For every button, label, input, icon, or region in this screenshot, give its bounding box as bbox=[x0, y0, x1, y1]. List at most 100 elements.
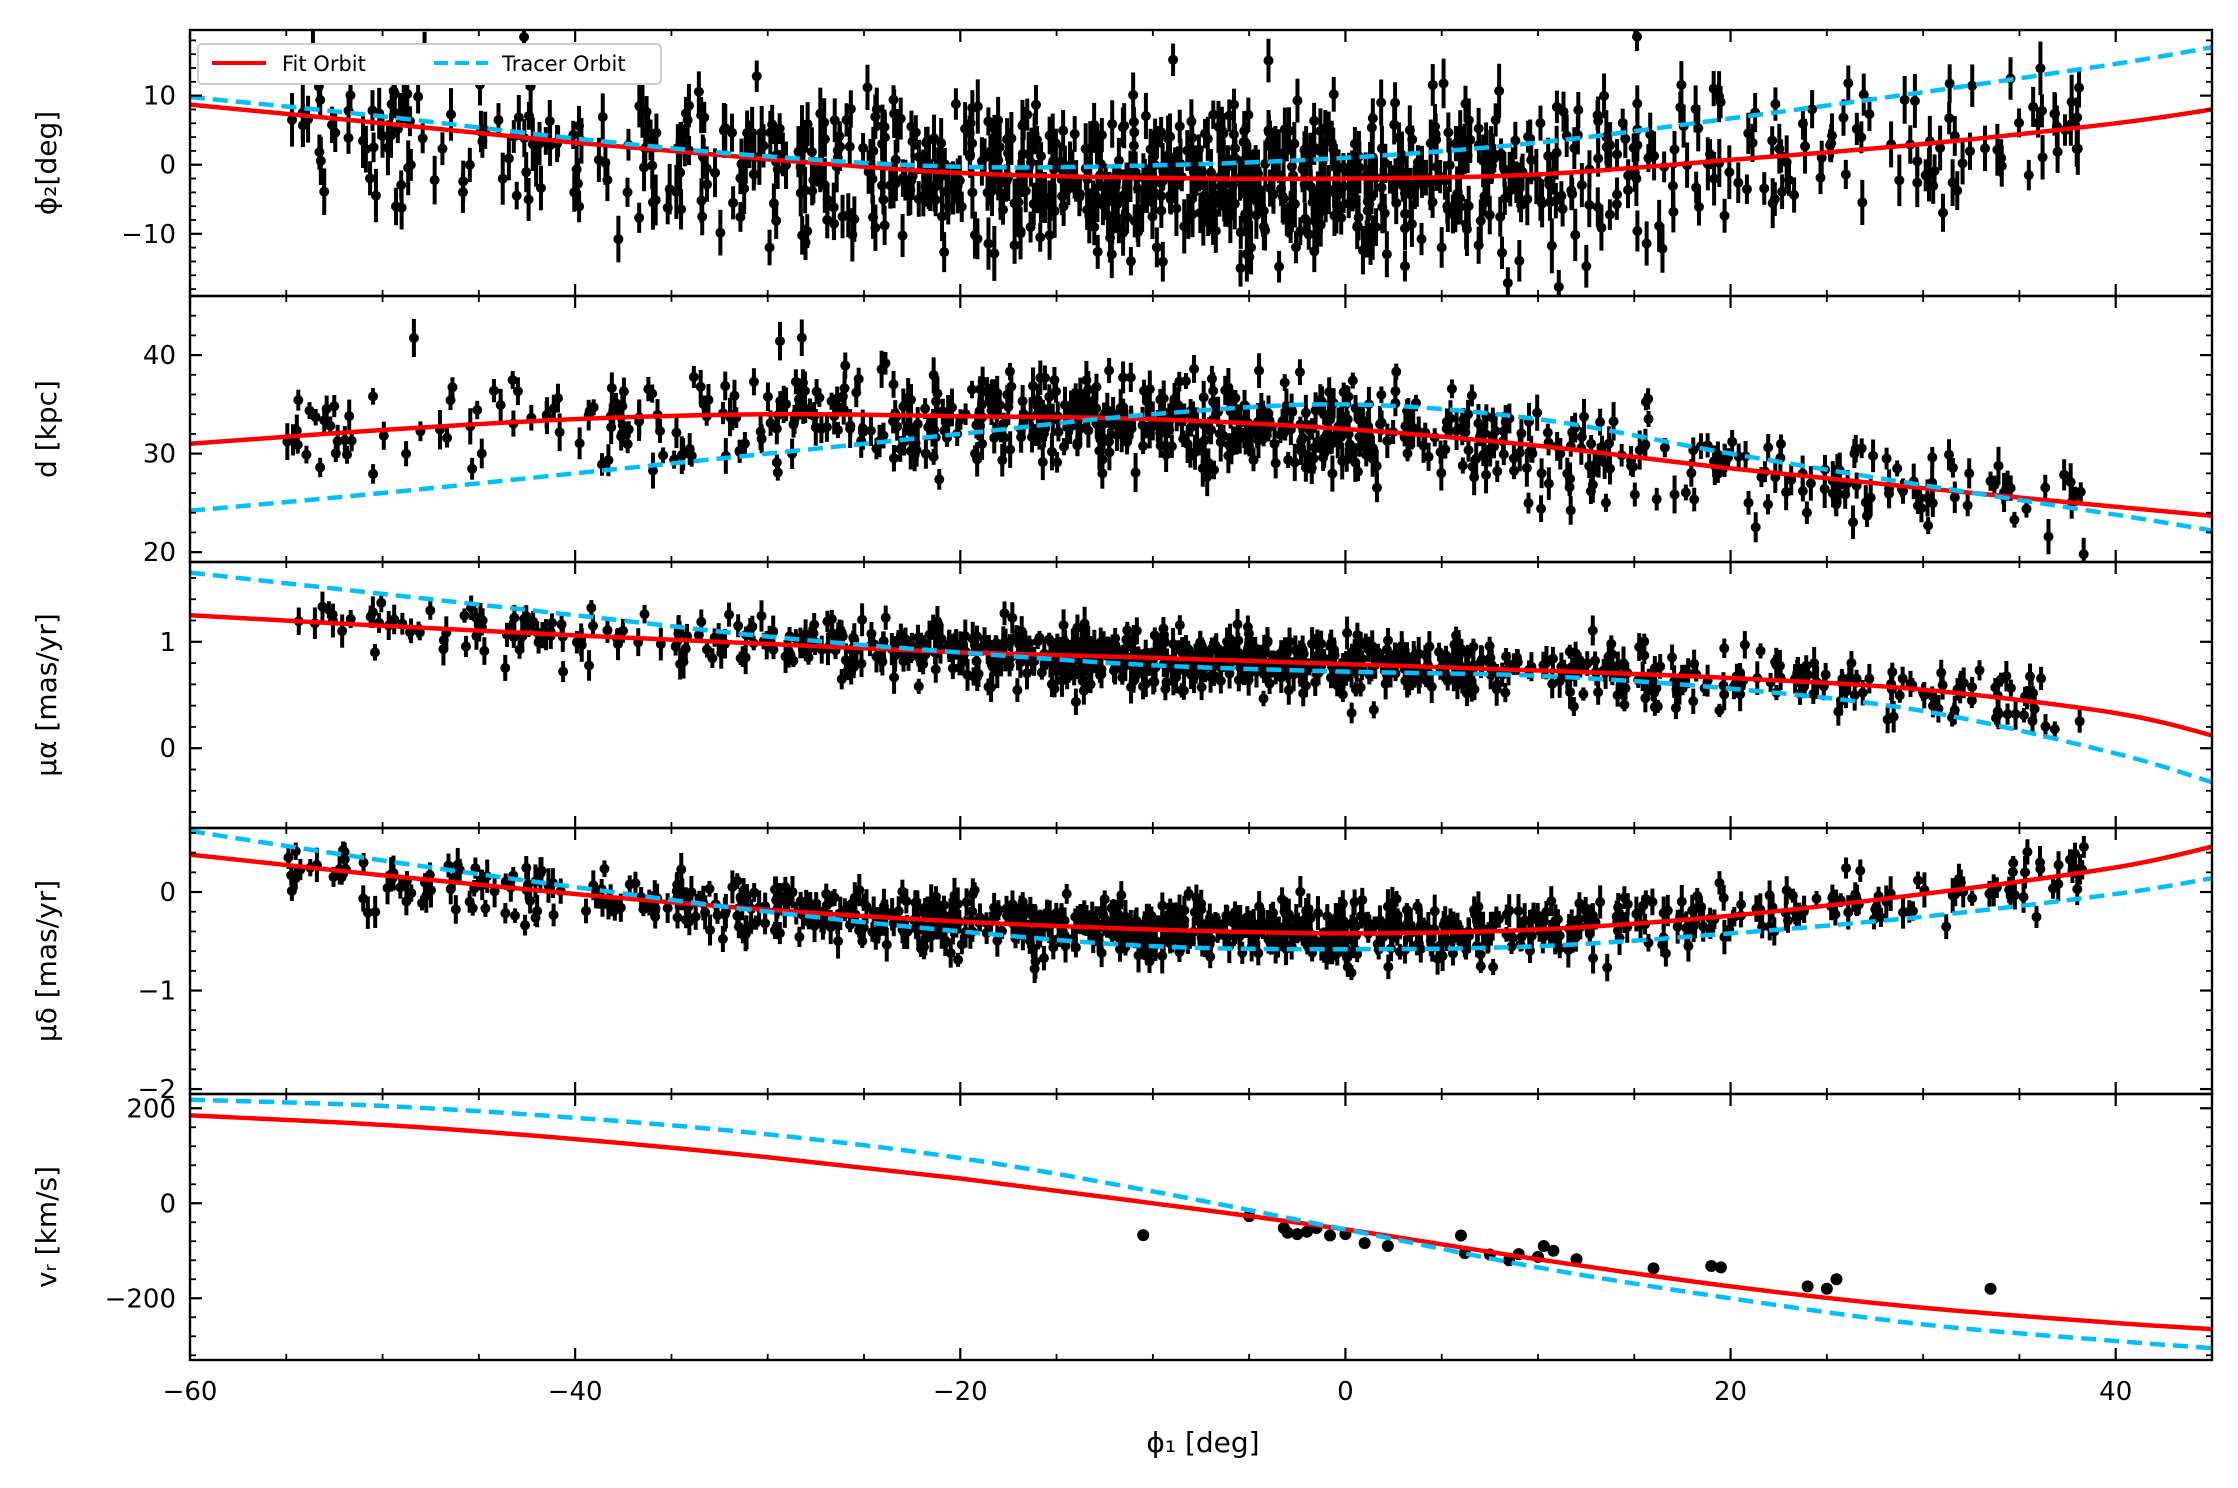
phi2-data-point bbox=[1270, 146, 1281, 157]
phi2-data-point bbox=[1909, 95, 1920, 106]
phi2-data-point bbox=[314, 147, 325, 158]
phi2-data-point bbox=[1980, 143, 1991, 154]
d-data-point bbox=[1199, 435, 1210, 446]
pmra-data-point bbox=[957, 656, 968, 667]
d-data-point bbox=[1200, 456, 1211, 467]
d-data-point bbox=[1327, 468, 1338, 479]
phi2-data-point bbox=[1510, 135, 1521, 146]
pmra-data-point bbox=[1098, 640, 1109, 651]
phi2-data-point bbox=[1502, 277, 1513, 288]
pmra-data-point bbox=[827, 628, 838, 639]
pmra-data-point bbox=[1069, 639, 1080, 650]
d-data-point bbox=[1189, 447, 1200, 458]
pmra-data-point bbox=[933, 635, 944, 646]
phi2-data-point bbox=[1947, 177, 1958, 188]
phi2-data-point bbox=[1576, 180, 1587, 191]
d-data-point bbox=[986, 389, 997, 400]
pmra-data-point bbox=[1937, 680, 1948, 691]
phi2-data-point bbox=[892, 125, 903, 136]
pmra-data-point bbox=[983, 639, 994, 650]
phi2-data-point bbox=[493, 115, 504, 126]
d-data-point bbox=[1169, 393, 1180, 404]
pmra-data-point bbox=[1857, 687, 1868, 698]
d-data-point bbox=[368, 468, 379, 479]
d-data-point bbox=[1097, 454, 1108, 465]
d-data-point bbox=[1335, 432, 1346, 443]
phi2-data-point bbox=[1570, 229, 1581, 240]
phi2-data-point bbox=[574, 201, 585, 212]
phi2-data-point bbox=[1030, 99, 1041, 110]
d-data-point bbox=[989, 432, 1000, 443]
d-y-tick-label: 20 bbox=[143, 538, 176, 568]
phi2-data-point bbox=[1309, 115, 1320, 126]
d-data-point bbox=[727, 415, 738, 426]
pmra-data-point bbox=[1897, 673, 1908, 684]
pmra-data-point bbox=[1966, 695, 1977, 706]
d-data-point bbox=[845, 423, 856, 434]
d-data-point bbox=[1565, 473, 1576, 484]
phi2-data-point bbox=[1632, 98, 1643, 109]
phi2-data-point bbox=[1015, 228, 1026, 239]
d-data-point bbox=[1651, 494, 1662, 505]
phi2-data-point bbox=[795, 187, 806, 198]
pmra-data-point bbox=[1714, 705, 1725, 716]
phi2-data-point bbox=[1089, 221, 1100, 232]
pmra-data-point bbox=[1034, 632, 1045, 643]
phi2-data-point bbox=[429, 175, 440, 186]
phi2-data-point bbox=[1121, 182, 1132, 193]
phi2-data-point bbox=[2033, 117, 2044, 128]
pmra-data-point bbox=[1070, 696, 1081, 707]
phi2-data-point bbox=[1581, 261, 1592, 272]
phi2-data-point bbox=[1412, 157, 1423, 168]
phi2-data-point bbox=[1229, 198, 1240, 209]
d-data-point bbox=[1587, 479, 1598, 490]
pmra-data-point bbox=[1063, 669, 1074, 680]
phi2-data-point bbox=[988, 143, 999, 154]
d-plot-area bbox=[190, 318, 2212, 562]
phi2-data-point bbox=[1427, 79, 1438, 90]
phi2-data-point bbox=[1668, 206, 1679, 217]
pmra-data-point bbox=[1007, 612, 1018, 623]
d-data-point bbox=[878, 430, 889, 441]
phi2-data-point bbox=[1265, 183, 1276, 194]
d-data-point bbox=[1775, 438, 1786, 449]
d-data-point bbox=[1927, 452, 1938, 463]
pmra-data-point bbox=[369, 647, 380, 658]
d-data-point bbox=[1604, 438, 1615, 449]
pmra-data-point bbox=[898, 656, 909, 667]
phi2-data-point bbox=[1201, 196, 1212, 207]
d-data-point bbox=[810, 422, 821, 433]
d-data-point bbox=[1035, 372, 1046, 383]
pmra-data-point bbox=[1618, 658, 1629, 669]
d-data-point bbox=[442, 432, 453, 443]
d-data-point bbox=[1418, 440, 1429, 451]
phi2-data-point bbox=[1128, 89, 1139, 100]
pmra-data-point bbox=[1240, 670, 1251, 681]
d-data-point bbox=[1376, 417, 1387, 428]
phi2-data-point bbox=[985, 180, 996, 191]
d-data-point bbox=[1204, 424, 1215, 435]
pmra-data-point bbox=[1058, 620, 1069, 631]
phi2-data-point bbox=[1397, 180, 1408, 191]
d-data-point bbox=[1080, 406, 1091, 417]
d-data-point bbox=[1463, 409, 1474, 420]
d-data-point bbox=[1599, 457, 1610, 468]
d-data-point bbox=[368, 391, 379, 402]
d-data-point bbox=[647, 465, 658, 476]
pmra-data-point bbox=[2025, 671, 2036, 682]
pmra-data-point bbox=[376, 597, 387, 608]
phi2-data-point bbox=[858, 143, 869, 154]
phi2-tracer-orbit-line bbox=[190, 45, 2212, 170]
phi2-data-point bbox=[1002, 134, 1013, 145]
d-data-point bbox=[1689, 494, 1700, 505]
d-data-point bbox=[1727, 436, 1738, 447]
phi2-data-point bbox=[389, 88, 400, 99]
phi2-data-point bbox=[403, 162, 414, 173]
phi2-data-point bbox=[1388, 178, 1399, 189]
phi2-data-point bbox=[1964, 146, 1975, 157]
phi2-data-point bbox=[699, 112, 710, 123]
phi2-data-point bbox=[989, 248, 1000, 259]
d-data-point bbox=[1046, 446, 1057, 457]
pmra-data-point bbox=[1350, 684, 1361, 695]
